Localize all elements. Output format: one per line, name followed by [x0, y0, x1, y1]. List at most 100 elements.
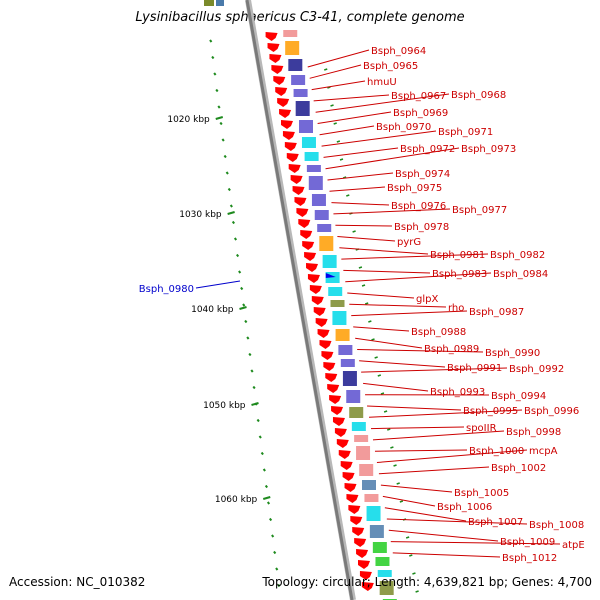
ruler-dot	[244, 319, 248, 324]
feature-tick	[358, 266, 363, 269]
cds-arrow	[300, 230, 313, 239]
cog-block	[291, 75, 306, 85]
cog-block	[293, 89, 308, 97]
ruler-dot	[271, 534, 275, 538]
feature-tick	[380, 392, 385, 395]
ruler-major-tick	[215, 116, 224, 120]
cds-arrow	[356, 549, 369, 558]
gene-leader-line	[380, 484, 453, 493]
cog-block	[366, 506, 381, 521]
ruler-dot	[252, 385, 256, 390]
gene-leader-line	[323, 147, 399, 158]
ruler-major-tick	[262, 496, 271, 500]
gene-leader-line	[337, 236, 396, 242]
gene-label: Bsph_0964	[371, 46, 426, 57]
gene-leader-line	[361, 367, 508, 373]
gene-label: Bsph_0965	[363, 61, 418, 72]
gene-label: Bsph_0992	[509, 364, 564, 375]
cog-block	[304, 152, 319, 161]
gene-leader-line	[313, 94, 390, 102]
cds-arrow	[336, 439, 349, 448]
cds-arrow	[342, 472, 355, 481]
ruler-dot	[217, 105, 221, 109]
ruler-dot	[258, 435, 262, 439]
ruler-label: 1040 kbp	[191, 305, 234, 315]
cds-arrow	[313, 307, 326, 316]
ruler-dot	[248, 352, 252, 357]
gene-leader-line	[372, 430, 505, 441]
feature-tick	[393, 464, 397, 467]
gene-label: Bsph_0993	[430, 387, 485, 398]
gene-label: rho	[448, 303, 464, 314]
cog-block	[354, 435, 369, 442]
gene-label: Bsph_1000	[469, 446, 524, 457]
gene-leader-line	[333, 208, 451, 215]
cog-block	[379, 581, 394, 595]
gene-leader-line	[347, 292, 415, 299]
gene-label: Bsph_0973	[461, 144, 516, 155]
cds-arrow	[302, 241, 315, 250]
feature-tick	[399, 500, 404, 503]
cds-arrow	[358, 560, 370, 569]
cds-arrow	[334, 428, 347, 437]
feature-tick	[368, 320, 372, 323]
gene-leader-line	[345, 272, 492, 283]
cds-arrow	[325, 373, 338, 382]
gene-label: Bsph_0984	[493, 269, 548, 280]
gene-label: Bsph_0989	[424, 344, 479, 355]
gene-label: Bsph_0967	[391, 91, 446, 102]
gene-leader-line	[386, 518, 528, 525]
gene-leader-line	[309, 64, 362, 79]
gene-label: Bsph_0972	[400, 144, 455, 155]
cds-arrow	[304, 252, 317, 261]
gene-label: Bsph_0977	[452, 205, 507, 216]
ruler-dot	[262, 468, 266, 472]
gene-label: Bsph_1009	[500, 537, 555, 548]
cds-arrow	[294, 197, 307, 206]
ruler-dot	[209, 39, 213, 43]
cds-arrow	[269, 54, 282, 63]
gene-leader-line	[374, 449, 468, 452]
feature-tick	[371, 338, 375, 341]
gene-leader-line	[376, 449, 528, 463]
gene-label: pyrG	[397, 237, 421, 248]
gene-leader-line	[367, 405, 462, 411]
gene-label: Bsph_0968	[451, 90, 506, 101]
feature-tick	[339, 158, 344, 161]
gene-leader-line	[369, 409, 523, 418]
ruler-dot	[269, 517, 273, 522]
cds-arrow	[332, 417, 345, 426]
cds-arrow	[323, 362, 336, 371]
feature-tick	[377, 374, 382, 377]
cog-block	[359, 464, 374, 476]
cog-block	[349, 407, 364, 418]
cds-arrow	[350, 516, 363, 525]
ruler-dot	[275, 567, 279, 571]
gene-label: spoIIR	[466, 423, 497, 434]
cog-block	[216, 0, 224, 6]
gene-leader-line	[327, 172, 394, 181]
ruler-major-tick	[227, 211, 235, 215]
cds-arrow	[290, 175, 303, 184]
backbone	[245, 0, 354, 600]
gene-leader-line	[307, 49, 370, 68]
gene-label: Bsph_0971	[438, 127, 493, 138]
cds-arrow	[306, 263, 319, 272]
gene-leader-line	[390, 541, 561, 545]
ruler-dot	[231, 220, 235, 225]
cog-block	[322, 255, 337, 268]
ruler-dot	[215, 88, 219, 93]
ruler-dot	[264, 484, 268, 489]
gene-label: Bsph_1012	[502, 553, 557, 564]
feature-tick	[324, 68, 328, 71]
cds-arrow	[282, 131, 295, 140]
cds-arrow	[346, 494, 359, 503]
ruler-dot	[223, 154, 227, 159]
cog-block	[330, 300, 345, 307]
pseudo-gene-arrow	[325, 273, 336, 278]
cds-arrow	[265, 32, 278, 41]
ruler-dot	[277, 583, 281, 588]
cog-block	[346, 390, 361, 403]
cog-block	[335, 329, 350, 341]
gene-label: Bsph_1002	[491, 463, 546, 474]
